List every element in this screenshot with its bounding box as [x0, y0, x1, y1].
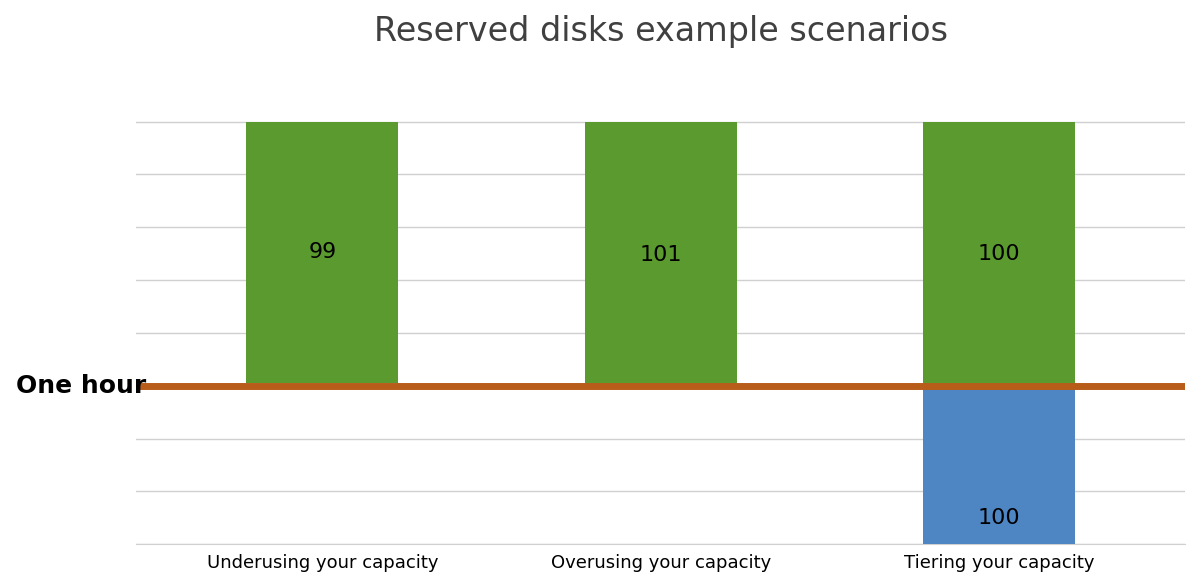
Text: 99: 99	[308, 242, 336, 262]
Text: One hour: One hour	[16, 374, 146, 398]
Bar	[923, 122, 1075, 386]
Text: 100: 100	[978, 508, 1020, 528]
Bar	[584, 122, 737, 389]
Text: 100: 100	[978, 244, 1020, 264]
Text: 101: 101	[640, 245, 682, 265]
Bar	[923, 386, 1075, 587]
Bar	[246, 122, 398, 383]
Title: Reserved disks example scenarios: Reserved disks example scenarios	[373, 15, 948, 48]
